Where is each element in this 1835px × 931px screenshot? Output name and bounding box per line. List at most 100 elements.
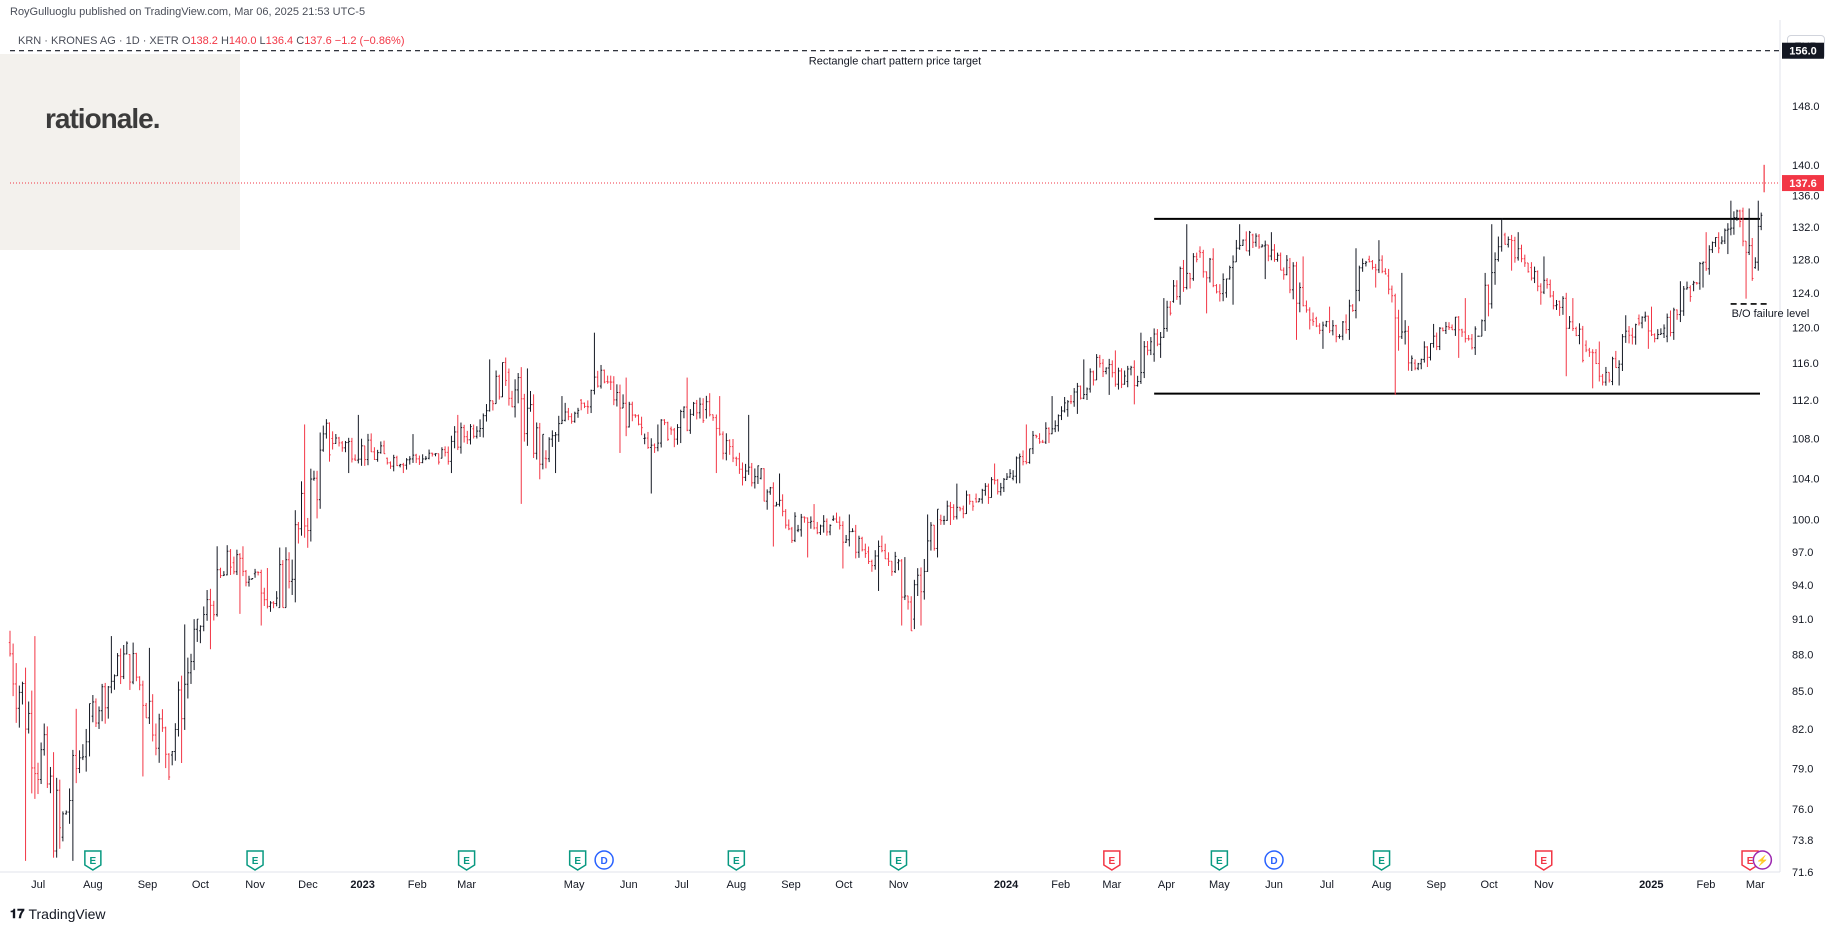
x-tick-label: Apr bbox=[1158, 879, 1175, 891]
tradingview-footer[interactable]: 𝟏𝟕 TradingView bbox=[10, 906, 106, 922]
ohlc-legend: KRN · KRONES AG · 1D · XETR O138.2 H140.… bbox=[18, 35, 405, 47]
y-tick-label: 112.0 bbox=[1792, 395, 1819, 407]
x-tick-label: Feb bbox=[1696, 879, 1715, 891]
y-tick-label: 136.0 bbox=[1792, 190, 1820, 202]
y-tick-label: 79.0 bbox=[1792, 763, 1813, 775]
earnings-past-marker bbox=[568, 850, 587, 871]
bo-failure-annotation: B/O failure level bbox=[1732, 308, 1810, 320]
open-value: 138.2 bbox=[190, 35, 218, 47]
x-tick-label: 2025 bbox=[1639, 879, 1663, 891]
x-tick-label: Nov bbox=[245, 879, 265, 891]
x-tick-label: Sep bbox=[138, 879, 158, 891]
low-label: L bbox=[259, 35, 266, 47]
x-tick-label: Feb bbox=[408, 879, 427, 891]
dividend-marker bbox=[594, 850, 614, 870]
y-tick-label: 100.0 bbox=[1792, 515, 1820, 527]
event-marker-label: E bbox=[574, 856, 581, 867]
y-tick-label: 85.0 bbox=[1792, 686, 1813, 698]
event-marker-label: ⚡ bbox=[1756, 854, 1768, 867]
earnings-past-marker bbox=[84, 850, 102, 871]
earnings-past-marker bbox=[246, 850, 264, 871]
event-marker-label: E bbox=[90, 856, 97, 867]
event-marker-label: E bbox=[895, 856, 902, 867]
x-tick-label: Feb bbox=[1051, 879, 1070, 891]
y-tick-label: 88.0 bbox=[1792, 649, 1813, 661]
event-marker-label: E bbox=[1216, 856, 1223, 867]
low-value: 136.4 bbox=[265, 35, 294, 47]
target-annotation: Rectangle chart pattern price target bbox=[809, 56, 981, 68]
x-tick-label: May bbox=[564, 879, 585, 891]
event-marker-label: E bbox=[733, 856, 740, 867]
event-marker-label: E bbox=[1540, 856, 1547, 867]
x-tick-label: Dec bbox=[298, 879, 318, 891]
y-tick-label: 82.0 bbox=[1792, 724, 1813, 736]
split-marker bbox=[1752, 850, 1773, 870]
x-tick-label: Jul bbox=[675, 879, 689, 891]
x-tick-label: Aug bbox=[727, 879, 747, 891]
y-tick-label: 91.0 bbox=[1792, 614, 1813, 626]
y-tick-label: 116.0 bbox=[1792, 358, 1819, 370]
x-tick-label: Oct bbox=[1481, 879, 1498, 891]
event-marker-label: D bbox=[600, 856, 607, 867]
high-value: 140.0 bbox=[228, 35, 257, 47]
target-price-tag bbox=[1782, 42, 1824, 59]
x-tick-label: Jun bbox=[620, 879, 638, 891]
earnings-past-marker bbox=[727, 850, 746, 871]
y-tick-label: 94.0 bbox=[1792, 580, 1813, 592]
rationale-logo: rationale. bbox=[45, 103, 160, 134]
earnings-past-marker bbox=[889, 850, 908, 871]
y-tick-label: 73.8 bbox=[1792, 835, 1813, 847]
x-tick-label: Mar bbox=[457, 879, 476, 891]
symbol-label[interactable]: KRN · KRONES AG · 1D · XETR bbox=[18, 35, 179, 47]
x-tick-label: Mar bbox=[1746, 879, 1765, 891]
y-tick-label: 104.0 bbox=[1792, 473, 1820, 485]
x-tick-label: Jun bbox=[1265, 879, 1283, 891]
earnings-miss-marker bbox=[1535, 850, 1553, 871]
x-tick-label: Mar bbox=[1102, 879, 1121, 891]
change-value: −1.2 (−0.86%) bbox=[334, 35, 405, 47]
publisher-line: RoyGulluoglu published on TradingView.co… bbox=[10, 6, 366, 18]
x-tick-label: 2023 bbox=[350, 879, 374, 891]
open-label: O bbox=[181, 35, 191, 47]
logo-panel bbox=[0, 54, 240, 250]
y-tick-label: 148.0 bbox=[1792, 101, 1820, 113]
x-tick-label: 2024 bbox=[994, 879, 1019, 891]
tradingview-brand: TradingView bbox=[28, 906, 106, 922]
event-marker-label: D bbox=[1270, 856, 1277, 867]
x-tick-label: Aug bbox=[83, 879, 103, 891]
event-marker-label: E bbox=[1109, 856, 1116, 867]
x-tick-label: Jul bbox=[1320, 879, 1334, 891]
earnings-past-marker bbox=[1210, 850, 1229, 871]
dividend-marker bbox=[1264, 850, 1284, 870]
y-tick-label: 132.0 bbox=[1792, 222, 1820, 234]
x-tick-label: Sep bbox=[1426, 879, 1446, 891]
earnings-miss-marker bbox=[1103, 850, 1121, 871]
target-price-tag-label: 156.0 bbox=[1789, 46, 1817, 58]
event-marker-label: E bbox=[1747, 856, 1754, 867]
x-tick-label: Oct bbox=[835, 879, 852, 891]
last-price-tag bbox=[1782, 175, 1824, 192]
x-tick-label: Nov bbox=[889, 879, 909, 891]
event-marker-label: E bbox=[252, 856, 259, 867]
event-marker-label: E bbox=[1378, 856, 1385, 867]
earnings-past-marker bbox=[457, 850, 476, 871]
y-tick-label: 128.0 bbox=[1792, 254, 1820, 266]
earnings-past-marker bbox=[1372, 850, 1391, 871]
y-tick-label: 108.0 bbox=[1792, 434, 1820, 446]
y-tick-label: 140.0 bbox=[1792, 160, 1820, 172]
x-tick-label: Nov bbox=[1534, 879, 1554, 891]
x-tick-label: Sep bbox=[781, 879, 801, 891]
x-tick-label: May bbox=[1209, 879, 1230, 891]
x-tick-label: Jul bbox=[31, 879, 45, 891]
y-tick-label: 97.0 bbox=[1792, 547, 1813, 559]
y-tick-label: 120.0 bbox=[1792, 322, 1820, 334]
y-tick-label: 71.6 bbox=[1792, 867, 1813, 879]
x-tick-label: Aug bbox=[1372, 879, 1392, 891]
x-tick-label: Oct bbox=[192, 879, 209, 891]
last-price-tag-label: 137.6 bbox=[1789, 178, 1817, 190]
y-tick-label: 76.0 bbox=[1792, 804, 1813, 816]
close-value: 137.6 bbox=[304, 35, 332, 47]
event-marker-label: E bbox=[463, 856, 470, 867]
close-label: C bbox=[296, 35, 305, 47]
